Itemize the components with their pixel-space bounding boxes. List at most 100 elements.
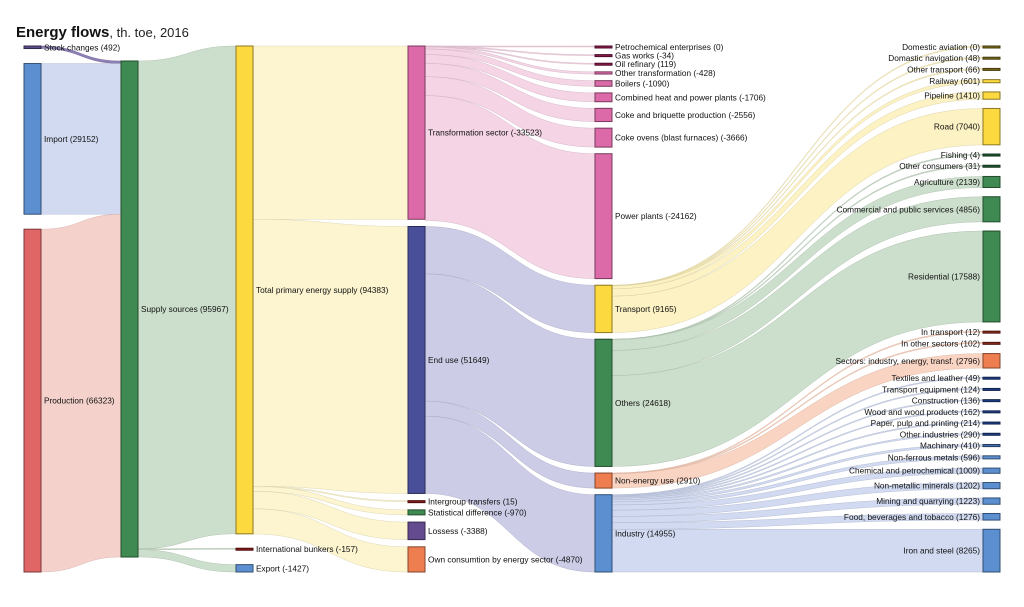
node-label-domnav: Domastic navigation (48) xyxy=(888,53,980,63)
node-gasworks[interactable] xyxy=(594,54,613,58)
node-label-chemical: Chemical and petrochemical (1009) xyxy=(849,466,980,476)
node-import[interactable] xyxy=(23,63,42,215)
node-label-othertr: Other transformation (-428) xyxy=(615,68,716,78)
node-petro[interactable] xyxy=(594,45,613,49)
node-label-fishing: Fishing (4) xyxy=(941,150,980,160)
node-others[interactable] xyxy=(594,338,613,467)
node-wood[interactable] xyxy=(982,410,1001,414)
flow-production-to-supply[interactable] xyxy=(40,214,122,573)
node-tpes[interactable] xyxy=(235,45,254,535)
node-nonmetallic[interactable] xyxy=(982,482,1001,490)
node-label-residential: Residential (17588) xyxy=(908,271,980,281)
node-stock[interactable] xyxy=(23,45,42,50)
node-production[interactable] xyxy=(23,228,42,573)
node-iron[interactable] xyxy=(982,528,1001,573)
node-nonenergy[interactable] xyxy=(594,472,613,489)
flow-supply-to-tpes[interactable] xyxy=(137,45,237,550)
node-othind[interactable] xyxy=(982,432,1001,436)
node-label-machinery: Machinary (410) xyxy=(920,441,980,451)
node-label-cokeovens: Coke ovens (blast furnaces) (-3666) xyxy=(615,133,748,143)
node-label-gasworks: Gas works (-34) xyxy=(615,51,674,61)
node-transport[interactable] xyxy=(594,284,613,334)
node-supply[interactable] xyxy=(120,60,139,558)
node-cokeovens[interactable] xyxy=(594,127,613,148)
flow-supply-to-export[interactable] xyxy=(137,549,237,573)
node-sectors[interactable] xyxy=(982,353,1001,369)
node-pipeline[interactable] xyxy=(982,91,1001,100)
node-oilref[interactable] xyxy=(594,62,613,66)
node-textiles[interactable] xyxy=(982,376,1001,380)
node-chemical[interactable] xyxy=(982,467,1001,474)
labels-layer: Stock changes (492) Import (29152) Product… xyxy=(44,42,980,573)
node-label-tpes: Total primary energy supply (94383) xyxy=(256,285,389,295)
node-label-food: Food, beverages and tobacco (1276) xyxy=(844,512,980,522)
node-label-supply: Supply sources (95967) xyxy=(141,304,229,314)
node-label-transeq: Transport equipment (124) xyxy=(882,384,980,394)
node-mining[interactable] xyxy=(982,497,1001,505)
node-label-import: Import (29152) xyxy=(44,134,99,144)
node-label-power: Power plants (-24162) xyxy=(615,211,697,221)
node-food[interactable] xyxy=(982,512,1001,521)
node-residential[interactable] xyxy=(982,230,1001,323)
node-construction[interactable] xyxy=(982,399,1001,403)
node-power[interactable] xyxy=(594,153,613,280)
node-transeq[interactable] xyxy=(982,387,1001,391)
node-statdiff[interactable] xyxy=(407,509,426,516)
node-chp[interactable] xyxy=(594,92,613,103)
node-boilers[interactable] xyxy=(594,80,613,87)
node-label-mining: Mining and quarrying (1223) xyxy=(876,496,980,506)
node-bunkers[interactable] xyxy=(235,547,254,551)
node-intransport[interactable] xyxy=(982,330,1001,334)
node-label-production: Production (66323) xyxy=(44,396,115,406)
node-label-iron: Iron and steel (8265) xyxy=(903,546,980,556)
node-road[interactable] xyxy=(982,107,1001,146)
node-coke[interactable] xyxy=(594,107,613,123)
node-label-industry: Industry (14955) xyxy=(615,528,676,538)
node-label-intransport: In transport (12) xyxy=(921,327,980,337)
node-losses[interactable] xyxy=(407,521,426,541)
node-label-enduse: End use (51649) xyxy=(428,355,490,365)
node-paper[interactable] xyxy=(982,421,1001,425)
flow-tpes-to-enduse[interactable] xyxy=(252,219,409,494)
node-label-railway: Railway (601) xyxy=(929,76,980,86)
node-machinery[interactable] xyxy=(982,443,1001,448)
flow-tpes-to-transf[interactable] xyxy=(252,45,409,220)
node-transf[interactable] xyxy=(407,45,426,220)
node-railway[interactable] xyxy=(982,79,1001,84)
node-commercial[interactable] xyxy=(982,196,1001,223)
node-label-losses: Lossess (-3388) xyxy=(428,526,488,536)
node-label-road: Road (7040) xyxy=(934,122,980,132)
node-label-own: Own consumtion by energy sector (-4870) xyxy=(428,554,583,564)
node-industry[interactable] xyxy=(594,494,613,573)
node-label-chp: Combined heat and power plants (-1706) xyxy=(615,92,766,102)
node-export[interactable] xyxy=(235,564,254,573)
node-enduse[interactable] xyxy=(407,225,426,494)
node-label-commercial: Commercial and public services (4856) xyxy=(837,204,981,214)
node-othtransport[interactable] xyxy=(982,67,1001,71)
node-label-domav: Domestic aviation (0) xyxy=(902,42,980,52)
node-label-transf: Transformation sector (-33523) xyxy=(428,128,542,138)
node-domav[interactable] xyxy=(982,45,1001,49)
node-label-othcons: Other consumers (31) xyxy=(899,161,980,171)
node-label-others: Others (24618) xyxy=(615,398,671,408)
node-othertr[interactable] xyxy=(594,71,613,75)
node-label-nonmetallic: Non-metallic minerals (1202) xyxy=(874,481,980,491)
node-intergroup[interactable] xyxy=(407,500,426,504)
node-othcons[interactable] xyxy=(982,164,1001,168)
node-label-coke: Coke and briquette production (-2556) xyxy=(615,110,755,120)
node-label-nonenergy: Non-energy use (2910) xyxy=(615,476,701,486)
node-agri[interactable] xyxy=(982,175,1001,189)
node-nonferrous[interactable] xyxy=(982,455,1001,460)
nodes-layer xyxy=(23,45,1001,573)
node-label-boilers: Boilers (-1090) xyxy=(615,78,670,88)
node-fishing[interactable] xyxy=(982,153,1001,157)
chart-subtitle: , th. toe, 2016 xyxy=(109,25,189,40)
node-domnav[interactable] xyxy=(982,56,1001,60)
node-label-construction: Construction (136) xyxy=(912,396,980,406)
node-label-wood: Wood and wood products (162) xyxy=(864,407,980,417)
node-inother[interactable] xyxy=(982,341,1001,345)
node-label-textiles: Textiles and leather (49) xyxy=(891,373,980,383)
node-label-sectors: Sectors: industry, energy, transf. (2796… xyxy=(836,356,981,366)
node-own[interactable] xyxy=(407,546,426,573)
node-label-intergroup: Intergroup transfers (15) xyxy=(428,497,518,507)
